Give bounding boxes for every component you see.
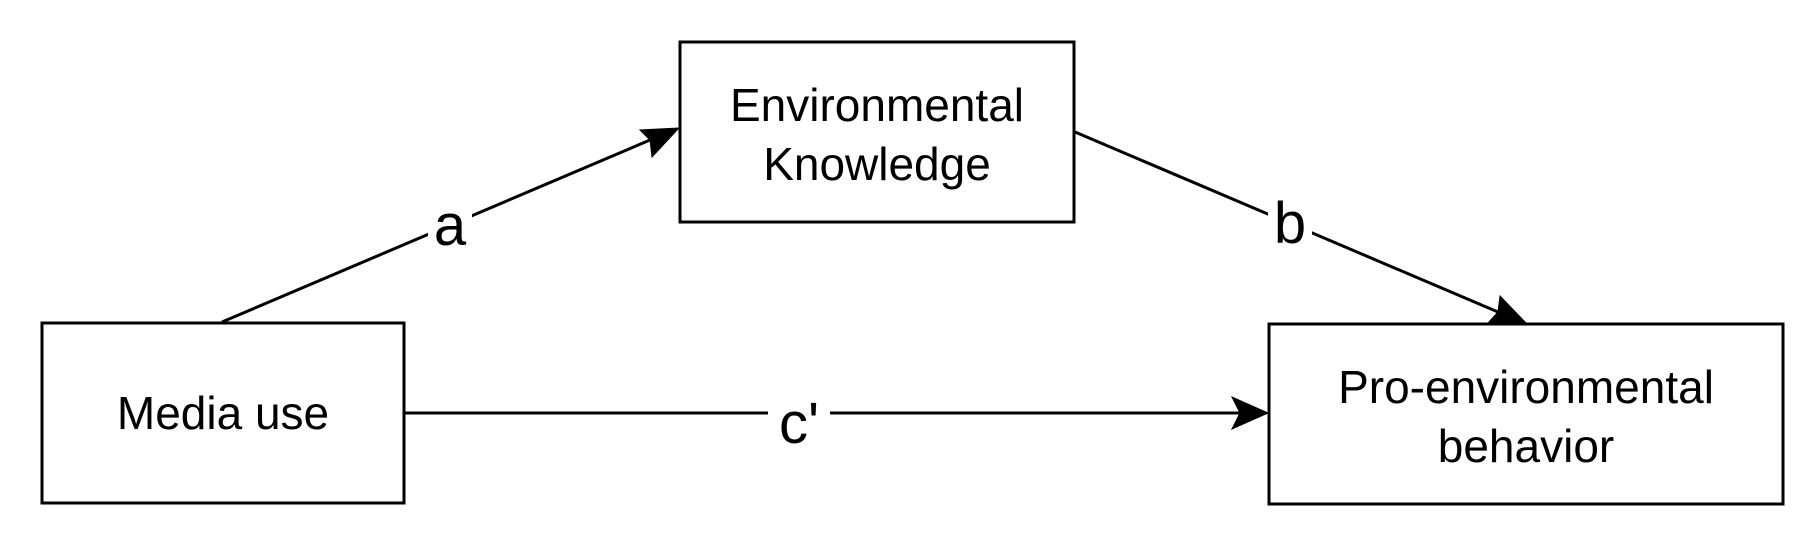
node-media-use-line-1: Media use: [117, 387, 329, 439]
edge-a-arrowhead: [638, 127, 681, 159]
node-environmental-knowledge: Environmental Knowledge: [678, 40, 1076, 224]
node-pro-environmental-behavior-line-2: behavior: [1438, 420, 1614, 472]
node-environmental-knowledge-line-2: Knowledge: [763, 138, 991, 190]
edge-a-label-bg: [428, 196, 472, 256]
node-media-use: Media use: [40, 321, 406, 505]
edge-b: b: [1074, 130, 1529, 325]
edge-c-prime-label-bg: [768, 380, 830, 446]
edge-b-label-bg: [1268, 190, 1312, 252]
edge-a: a: [221, 127, 681, 324]
edge-c-prime-arrowhead: [1230, 395, 1270, 431]
node-pro-environmental-behavior: Pro-environmental behavior: [1267, 322, 1785, 506]
node-environmental-knowledge-box: [678, 40, 1076, 224]
node-pro-environmental-behavior-box: [1267, 322, 1785, 506]
node-pro-environmental-behavior-line-1: Pro-environmental: [1338, 361, 1714, 413]
edge-a-label: a: [434, 193, 467, 258]
edge-b-label: b: [1274, 191, 1306, 256]
edge-c-prime-label: c': [779, 391, 819, 456]
node-environmental-knowledge-line-1: Environmental: [730, 79, 1024, 131]
node-media-use-box: [40, 321, 406, 505]
edge-c-prime: c': [405, 380, 1270, 456]
